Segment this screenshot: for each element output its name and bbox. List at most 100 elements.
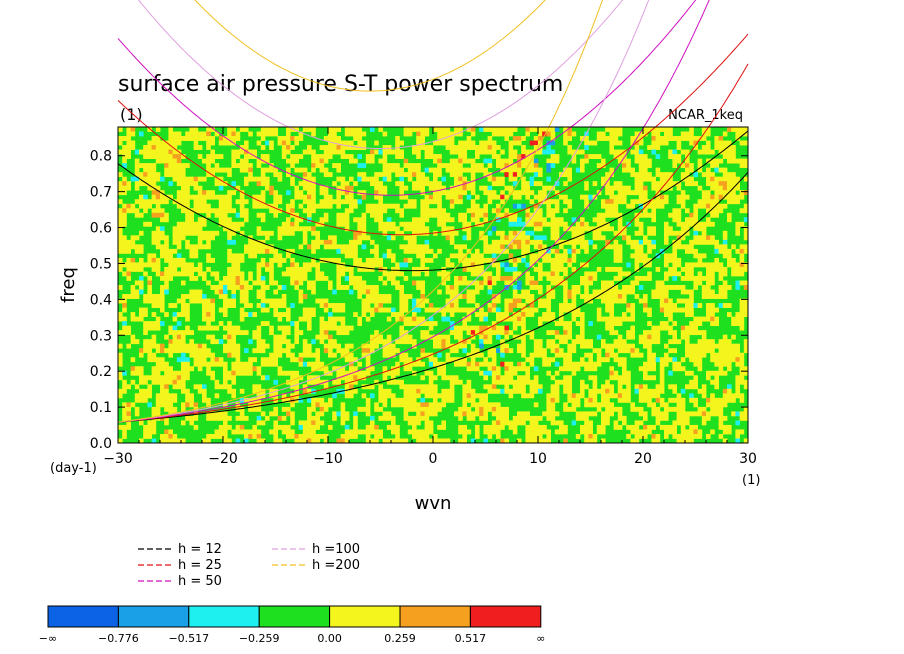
heatmap-cell xyxy=(399,294,404,299)
heatmap-cell xyxy=(319,298,325,304)
heatmap-cell xyxy=(630,253,635,259)
heatmap-cell xyxy=(449,185,455,191)
heatmap-cell xyxy=(290,402,295,408)
heatmap-cell xyxy=(739,262,745,268)
heatmap-cell xyxy=(651,131,656,137)
heatmap-cell xyxy=(118,285,123,290)
heatmap-cell xyxy=(638,352,644,358)
heatmap-cell xyxy=(458,406,463,412)
heatmap-cell xyxy=(462,348,467,354)
heatmap-cell xyxy=(676,285,682,290)
heatmap-cell xyxy=(491,226,497,232)
heatmap-cell xyxy=(328,348,333,354)
heatmap-cell xyxy=(143,176,148,182)
heatmap-cell xyxy=(307,212,312,218)
heatmap-cell xyxy=(332,289,337,295)
heatmap-cell xyxy=(685,149,690,155)
heatmap-cell xyxy=(412,167,417,173)
heatmap-cell xyxy=(710,266,715,272)
heatmap-cell xyxy=(685,289,690,295)
heatmap-cell xyxy=(647,271,652,277)
heatmap-cell xyxy=(315,244,320,250)
heatmap-cell xyxy=(155,194,161,200)
heatmap-cell xyxy=(181,172,186,178)
heatmap-cell xyxy=(563,379,568,385)
heatmap-cell xyxy=(546,393,551,399)
heatmap-cell xyxy=(374,208,379,214)
heatmap-cell xyxy=(395,154,400,159)
heatmap-cell xyxy=(260,248,266,254)
heatmap-cell xyxy=(265,127,270,132)
heatmap-cell xyxy=(164,348,169,354)
heatmap-cell xyxy=(479,307,484,313)
heatmap-cell xyxy=(147,298,152,304)
heatmap-cell xyxy=(365,298,371,304)
heatmap-cell xyxy=(668,212,673,218)
heatmap-cell xyxy=(118,370,123,376)
heatmap-cell xyxy=(315,230,320,236)
heatmap-cell xyxy=(231,388,236,394)
heatmap-cell xyxy=(584,248,589,254)
heatmap-cell xyxy=(491,257,497,263)
heatmap-cell xyxy=(277,316,283,322)
heatmap-cell xyxy=(458,248,463,254)
heatmap-cell xyxy=(605,199,610,205)
heatmap-cell xyxy=(630,316,635,322)
heatmap-cell xyxy=(403,352,409,358)
heatmap-cell xyxy=(391,352,396,358)
heatmap-cell xyxy=(722,194,728,200)
heatmap-cell xyxy=(727,212,732,218)
heatmap-cell xyxy=(647,334,652,340)
heatmap-cell xyxy=(328,203,333,209)
heatmap-cell xyxy=(273,334,278,340)
heatmap-cell xyxy=(302,176,308,182)
heatmap-cell xyxy=(210,312,215,317)
heatmap-cell xyxy=(462,158,467,164)
heatmap-cell xyxy=(382,158,388,164)
heatmap-cell xyxy=(550,154,556,159)
heatmap-cell xyxy=(449,262,455,268)
heatmap-cell xyxy=(487,280,493,286)
heatmap-cell xyxy=(676,262,682,268)
heatmap-cell xyxy=(155,172,161,178)
heatmap-cell xyxy=(718,262,724,268)
heatmap-cell xyxy=(550,339,556,345)
heatmap-cell xyxy=(206,334,211,340)
heatmap-cell xyxy=(525,393,530,399)
heatmap-cell xyxy=(185,361,190,367)
heatmap-cell xyxy=(466,330,472,336)
heatmap-cell xyxy=(613,248,619,254)
heatmap-cell xyxy=(517,388,522,394)
heatmap-cell xyxy=(227,194,232,200)
heatmap-cell xyxy=(525,154,530,159)
heatmap-cell xyxy=(344,217,350,223)
heatmap-cell xyxy=(697,226,703,232)
heatmap-cell xyxy=(622,366,627,372)
heatmap-cell xyxy=(643,397,648,403)
heatmap-cell xyxy=(525,280,530,286)
heatmap-cell xyxy=(592,154,598,159)
heatmap-cell xyxy=(340,266,346,272)
heatmap-cell xyxy=(685,334,690,340)
heatmap-cell xyxy=(550,406,556,412)
heatmap-cell xyxy=(546,253,551,259)
heatmap-cell xyxy=(655,167,661,173)
heatmap-cell xyxy=(424,199,430,205)
heatmap-cell xyxy=(512,257,518,263)
heatmap-cell xyxy=(592,379,598,385)
heatmap-cell xyxy=(659,370,665,376)
heatmap-cell xyxy=(181,226,186,232)
heatmap-cell xyxy=(449,393,455,399)
heatmap-cell xyxy=(185,239,190,245)
heatmap-cell xyxy=(546,312,551,317)
heatmap-cell xyxy=(664,402,669,408)
heatmap-cell xyxy=(714,145,719,150)
heatmap-cell xyxy=(475,253,480,259)
heatmap-cell xyxy=(706,275,711,281)
heatmap-cell xyxy=(437,343,442,349)
heatmap-cell xyxy=(500,235,505,241)
heatmap-cell xyxy=(197,325,203,331)
heatmap-cell xyxy=(647,357,652,363)
heatmap-cell xyxy=(307,348,312,354)
heatmap-cell xyxy=(239,307,245,313)
